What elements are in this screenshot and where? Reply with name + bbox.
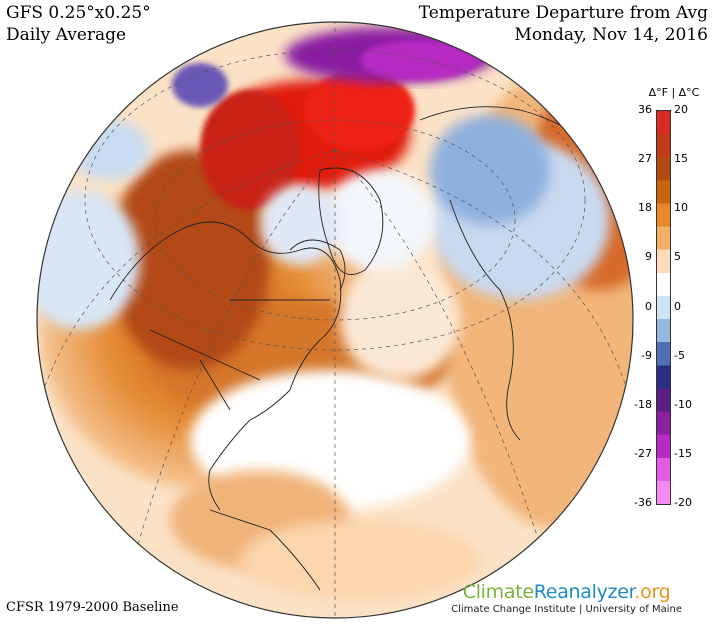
colorbar-tick-f: -9 xyxy=(641,348,652,362)
colorbar-tick-f: 9 xyxy=(645,250,652,264)
colorbar-tick-c: 5 xyxy=(674,250,681,264)
map-title: Temperature Departure from Avg xyxy=(418,3,708,23)
colorbar-tick-f: 0 xyxy=(645,299,652,313)
colorbar-gradient xyxy=(656,110,671,505)
model-label: GFS 0.25°x0.25° xyxy=(6,3,151,23)
colorbar-tick-c: 15 xyxy=(674,152,688,166)
header-left: GFS 0.25°x0.25° Daily Average xyxy=(6,2,151,46)
colorbar-tick-c: 20 xyxy=(674,103,688,116)
colorbar-tick-f: 18 xyxy=(638,201,652,215)
globe-outline xyxy=(36,21,634,619)
colorbar-tick-c: -15 xyxy=(674,446,692,460)
brand-logo-part1: Climate xyxy=(462,581,534,603)
coastlines xyxy=(109,106,601,591)
header-right: Temperature Departure from Avg Monday, N… xyxy=(419,2,708,46)
colorbar-title: Δ°F | Δ°C xyxy=(648,86,700,99)
colorbar-tick-f: -27 xyxy=(634,446,652,460)
brand-subtitle: Climate Change Institute | University of… xyxy=(451,604,682,615)
map-date: Monday, Nov 14, 2016 xyxy=(514,25,708,45)
colorbar-tick-f: -18 xyxy=(634,397,652,411)
colorbar-tick-f: 27 xyxy=(638,152,652,166)
colorbar-tick-c: -20 xyxy=(674,496,692,509)
colorbar: Δ°F | Δ°C 36 27 18 9 0 -9 -18 -27 -36 20 15 10 5 0 -5… xyxy=(630,86,718,516)
colorbar-tick-c: -10 xyxy=(674,397,692,411)
colorbar-tick-c: 10 xyxy=(674,201,688,215)
brand-logo-part3: .org xyxy=(634,581,671,603)
brand-logo-part2: Reanalyzer xyxy=(533,581,635,603)
graticule xyxy=(39,22,631,618)
period-label: Daily Average xyxy=(6,25,127,45)
branding: ClimateReanalyzer.org Climate Change Ins… xyxy=(451,581,682,615)
brand-logo[interactable]: ClimateReanalyzer.org xyxy=(451,581,682,603)
baseline-label: CFSR 1979-2000 Baseline xyxy=(6,600,179,615)
colorbar-tick-c: 0 xyxy=(674,299,681,313)
colorbar-tick-f: -36 xyxy=(634,496,652,509)
colorbar-tick-c: -5 xyxy=(674,348,685,362)
colorbar-tick-f: 36 xyxy=(638,103,652,116)
